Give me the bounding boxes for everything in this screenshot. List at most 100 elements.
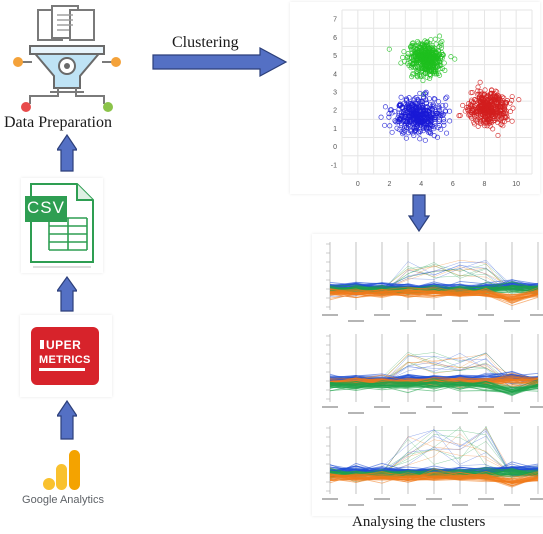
scatter-point: [420, 128, 426, 134]
scatter-point: [408, 44, 414, 50]
cluster-green: [386, 33, 458, 97]
axis-label-mark: [504, 504, 520, 506]
scatter-point: [389, 129, 395, 135]
scatter-point: [423, 126, 429, 132]
y-tick-label: 2: [333, 108, 337, 115]
panel-line: [329, 384, 539, 393]
scatter-point: [435, 99, 442, 105]
y-tick-label: 6: [333, 35, 337, 42]
scatter-point: [421, 95, 427, 101]
y-tick-label: 7: [333, 17, 337, 24]
panel-line: [329, 381, 539, 391]
parallel-coordinates-figure: [312, 234, 543, 516]
scatter-point: [488, 104, 494, 110]
scatter-point: [499, 104, 505, 111]
panel-line: [329, 289, 539, 299]
scatter-point: [430, 106, 436, 112]
scatter-point: [456, 113, 462, 119]
y-tick-label: -1: [331, 162, 337, 169]
scatter-point: [478, 116, 484, 122]
axis-label-mark: [374, 406, 390, 408]
scatter-point: [501, 95, 507, 101]
axis-label-mark: [530, 314, 543, 316]
scatter-point: [475, 88, 481, 94]
scatter-point: [481, 101, 487, 107]
scatter-point: [420, 103, 426, 109]
scatter-point: [477, 114, 483, 121]
scatter-point: [471, 106, 477, 113]
axis-label-mark: [426, 406, 442, 408]
scatter-point: [494, 102, 500, 108]
axis-label-mark: [478, 406, 494, 408]
scatter-point: [411, 52, 417, 58]
scatter-point: [498, 115, 504, 121]
scatter-point: [399, 122, 405, 128]
scatter-point: [492, 117, 498, 123]
axis-label-mark: [530, 406, 543, 408]
scatter-point: [432, 55, 438, 61]
scatter-point: [422, 137, 428, 143]
axis-label-mark: [478, 314, 494, 316]
scatter-point: [440, 51, 446, 58]
axis-label-mark: [322, 314, 338, 316]
scatter-point: [427, 113, 433, 119]
y-tick-label: 1: [333, 126, 337, 133]
scatter-point: [411, 53, 417, 59]
axis-label-mark: [374, 498, 390, 500]
supermetrics-box: UPER METRICS: [20, 315, 112, 397]
scatter-point: [468, 99, 474, 105]
panel-line: [329, 378, 539, 387]
scatter-point: [425, 39, 431, 45]
clustering-label: Clustering: [172, 34, 239, 51]
scatter-point: [483, 101, 489, 107]
scatter-point: [382, 122, 388, 128]
scatter-point: [484, 116, 490, 122]
scatter-point: [479, 96, 485, 103]
panel-line: [329, 471, 539, 488]
scatter-point: [378, 114, 384, 120]
scatter-point: [420, 77, 426, 84]
scatter-point: [425, 114, 431, 120]
scatter-point: [406, 95, 412, 101]
parallel-panel: [322, 242, 543, 322]
arrow-right-icon: [152, 47, 288, 77]
google-analytics-box: Google Analytics: [14, 444, 112, 512]
scatter-point: [414, 68, 420, 74]
y-tick-label: 3: [333, 90, 337, 97]
axis-label-mark: [426, 314, 442, 316]
scatter-point: [411, 96, 417, 102]
scatter-point: [489, 101, 495, 107]
scatter-point: [443, 102, 449, 108]
scatter-point: [417, 128, 423, 134]
axis-label-mark: [322, 498, 338, 500]
scatter-point: [403, 96, 410, 102]
panel-line: [329, 380, 539, 392]
scatter-point: [406, 119, 412, 125]
axis-label-mark: [504, 412, 520, 414]
scatter-point: [462, 108, 468, 114]
scatter-point: [392, 109, 398, 115]
scatter-point: [422, 38, 428, 44]
scatter-point: [495, 108, 501, 114]
scatter-point: [488, 90, 494, 96]
scatter-point: [405, 53, 411, 59]
scatter-point: [422, 70, 428, 76]
axis-label-mark: [530, 498, 543, 500]
scatter-point: [417, 108, 424, 114]
scatter-point: [398, 94, 404, 100]
scatter-point: [444, 130, 450, 136]
scatter-point: [415, 65, 421, 71]
scatter-point: [412, 105, 418, 111]
scatter-point: [400, 54, 406, 60]
scatter-point: [410, 40, 416, 46]
scatter-point: [436, 119, 442, 125]
scatter-point: [482, 87, 488, 93]
axis-label-mark: [348, 412, 364, 414]
scatter-point: [441, 119, 447, 125]
scatter-point: [484, 123, 490, 129]
x-tick-label: 4: [419, 181, 423, 188]
scatter-point: [410, 110, 416, 116]
scatter-point: [441, 111, 447, 117]
scatter-point: [437, 111, 443, 117]
scatter-point: [401, 125, 408, 131]
